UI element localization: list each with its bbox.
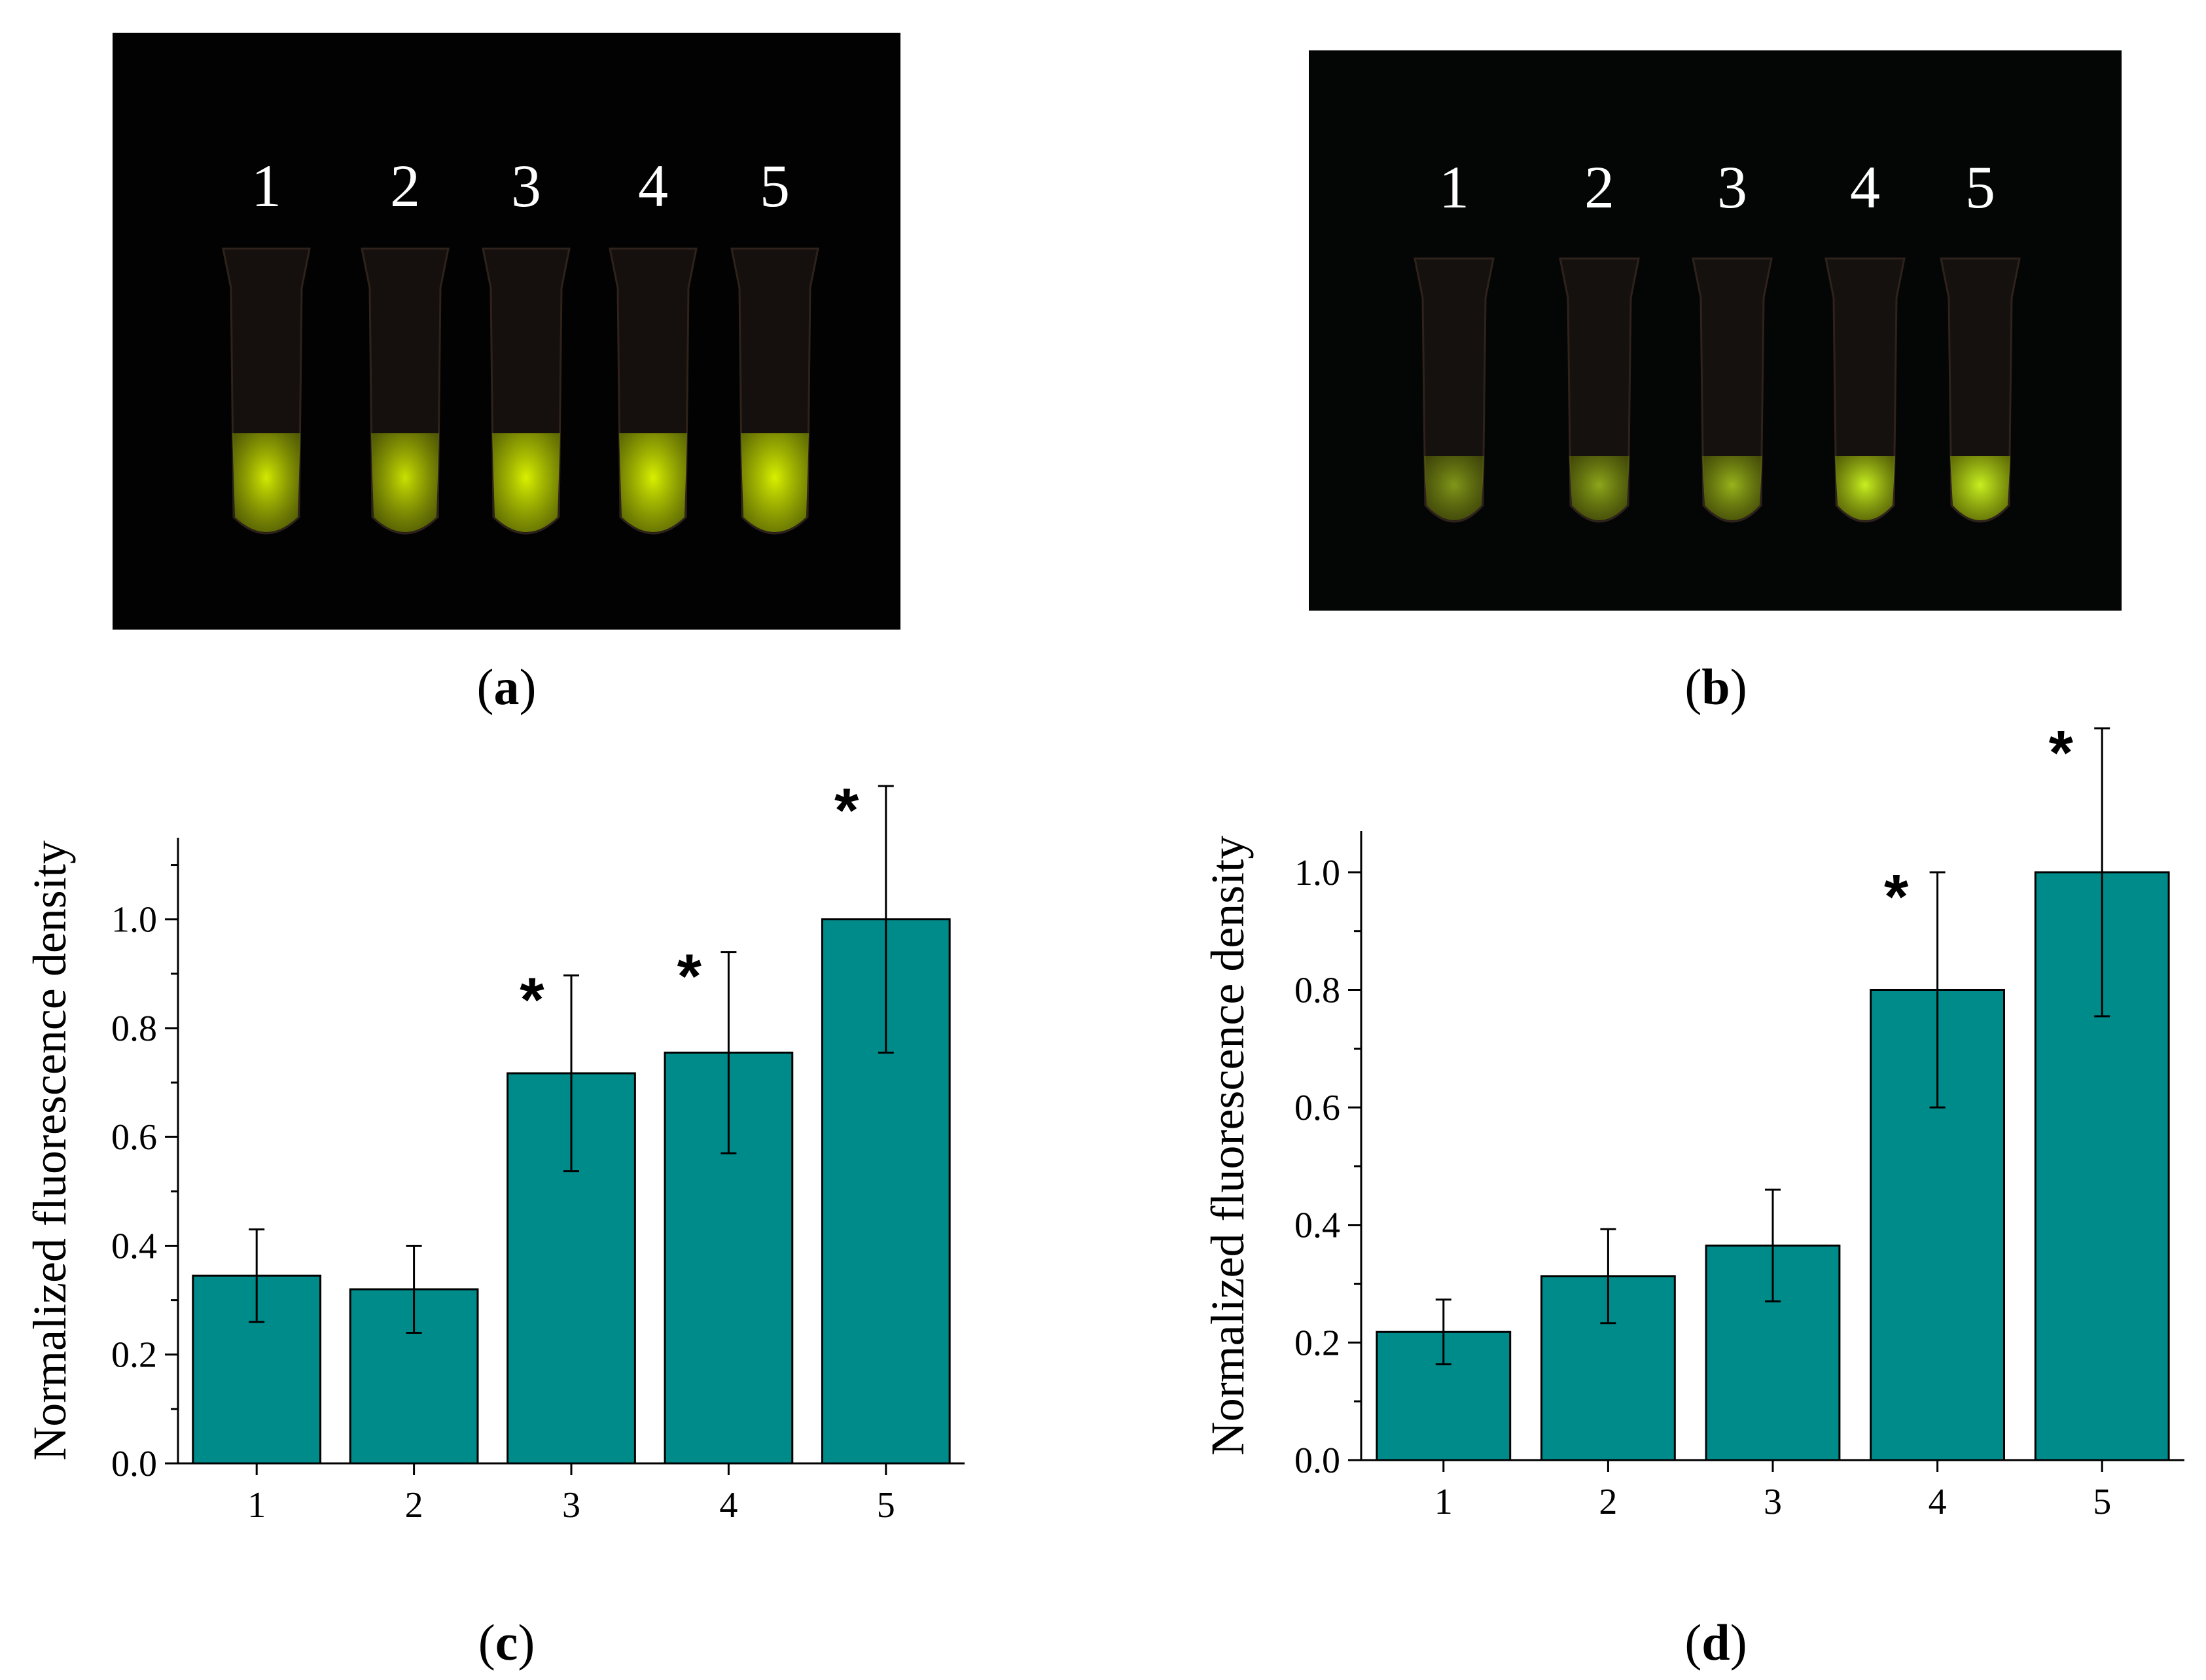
tube-label: 1 bbox=[1439, 154, 1469, 221]
caption-c-letter: c bbox=[495, 1614, 518, 1671]
tube-label: 4 bbox=[638, 152, 668, 219]
photo-panel-b: 1 2 3 4 5 bbox=[1309, 50, 2122, 611]
x-tick-label: 3 bbox=[1764, 1482, 1782, 1522]
caption-b: (b) bbox=[1684, 658, 1747, 715]
tube-liquid bbox=[371, 433, 439, 532]
significance-star: * bbox=[834, 776, 859, 846]
y-axis-title: Normalized fluorescence density bbox=[1201, 836, 1254, 1456]
x-tick-label: 1 bbox=[1434, 1482, 1453, 1522]
y-tick-label: 0.0 bbox=[111, 1444, 157, 1484]
photo-a-canvas: 1 2 3 4 5 bbox=[113, 33, 900, 630]
y-tick-label: 0.8 bbox=[111, 1009, 157, 1049]
x-tick-label: 5 bbox=[877, 1485, 895, 1526]
caption-a: (a) bbox=[476, 658, 537, 715]
chart-panel-d: 0.0 0.2 0.4 0.6 0.8 1.0 Normalized fluorescenc… bbox=[1178, 718, 2206, 1571]
y-tick-label: 0.6 bbox=[1294, 1088, 1340, 1128]
y-tick-label: 0.8 bbox=[1294, 970, 1340, 1010]
caption-d: (d) bbox=[1684, 1614, 1747, 1671]
significance-star: * bbox=[677, 942, 702, 1012]
tube-liquid bbox=[232, 433, 300, 532]
chart-panel-c: 0.0 0.2 0.4 0.6 0.8 1.0 Normalized fluorescenc… bbox=[0, 740, 995, 1571]
tube-liquid bbox=[741, 433, 809, 532]
tube-label: 2 bbox=[1584, 154, 1614, 221]
tube-body bbox=[1692, 257, 1773, 523]
significance-star: * bbox=[520, 965, 544, 1035]
photo-panel-a: 1 2 3 4 5 bbox=[113, 33, 900, 630]
tube-liquid bbox=[1702, 456, 1762, 520]
x-tick-label: 1 bbox=[247, 1485, 266, 1526]
tube-body bbox=[1940, 257, 2021, 523]
x-tick-label: 4 bbox=[1929, 1482, 1947, 1522]
tube-liquid bbox=[1424, 456, 1484, 520]
tube-label: 5 bbox=[760, 152, 790, 219]
y-tick-label: 1.0 bbox=[111, 900, 157, 940]
y-tick-label: 0.6 bbox=[111, 1117, 157, 1158]
bar-chart-d: 0.0 0.2 0.4 0.6 0.8 1.0 Normalized fluorescenc… bbox=[1201, 718, 2184, 1522]
y-tick-label: 1.0 bbox=[1294, 853, 1340, 893]
tube-body bbox=[1414, 257, 1495, 523]
photo-b-canvas: 1 2 3 4 5 bbox=[1309, 50, 2122, 611]
x-tick-label: 2 bbox=[1599, 1482, 1617, 1522]
y-tick-label: 0.4 bbox=[1294, 1206, 1340, 1246]
tube-body bbox=[1824, 257, 1906, 523]
tube-liquid bbox=[1950, 456, 2010, 520]
tube-liquid bbox=[1569, 456, 1629, 520]
tube-liquid bbox=[1835, 456, 1895, 520]
y-tick-label: 0.2 bbox=[1294, 1323, 1340, 1363]
tube-liquid bbox=[492, 433, 560, 532]
y-axis-title: Normalized fluorescence density bbox=[24, 840, 76, 1461]
caption-a-letter: a bbox=[493, 658, 520, 715]
y-tick-label: 0.2 bbox=[111, 1335, 157, 1376]
significance-star: * bbox=[2049, 718, 2074, 788]
tube-liquid bbox=[619, 433, 687, 532]
tube-label: 4 bbox=[1850, 154, 1880, 221]
caption-d-letter: d bbox=[1701, 1614, 1730, 1671]
x-tick-label: 2 bbox=[405, 1485, 423, 1526]
tube-label: 2 bbox=[390, 152, 420, 219]
tube-label: 3 bbox=[511, 152, 541, 219]
y-tick-label: 0.0 bbox=[1294, 1440, 1340, 1481]
bar-chart-c: 0.0 0.2 0.4 0.6 0.8 1.0 Normalized fluorescenc… bbox=[24, 776, 965, 1526]
significance-star: * bbox=[1884, 862, 1909, 932]
tube-body bbox=[1559, 257, 1640, 523]
y-tick-label: 0.4 bbox=[111, 1226, 157, 1266]
x-tick-label: 3 bbox=[562, 1485, 580, 1526]
tube-label: 5 bbox=[1965, 154, 1995, 221]
tube-label: 3 bbox=[1717, 154, 1747, 221]
caption-b-letter: b bbox=[1701, 658, 1730, 715]
tube-label: 1 bbox=[251, 152, 281, 219]
caption-c: (c) bbox=[478, 1614, 535, 1671]
x-tick-label: 4 bbox=[719, 1485, 738, 1526]
x-tick-label: 5 bbox=[2093, 1482, 2111, 1522]
